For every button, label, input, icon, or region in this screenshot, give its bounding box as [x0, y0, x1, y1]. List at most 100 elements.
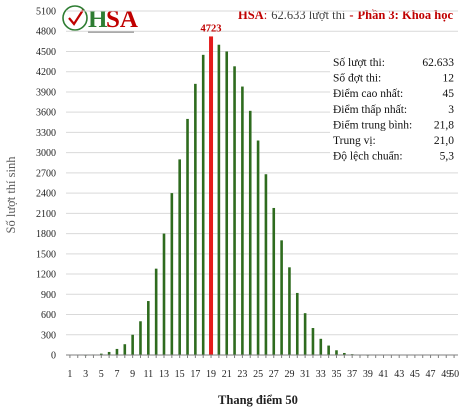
- y-tick-label: 0: [51, 351, 56, 362]
- bar: [335, 350, 338, 355]
- x-tick-label: 11: [143, 369, 153, 380]
- y-tick-label: 4800: [36, 27, 56, 38]
- x-tick-label: 19: [206, 369, 216, 380]
- stat-value: 12: [443, 73, 455, 85]
- x-tick-label: 45: [410, 369, 420, 380]
- stats-box: [330, 49, 458, 163]
- bar: [154, 268, 158, 355]
- bar: [178, 159, 181, 355]
- x-tick-label: 43: [394, 369, 404, 380]
- stat-label: Số đợt thi:: [333, 72, 381, 85]
- x-tick-label: 3: [83, 369, 88, 380]
- hsa-logo: H SA: [62, 5, 138, 33]
- stats-panel: Số lượt thi: 62.633 Số đợt thi: 12 Điểm cao …: [333, 56, 454, 163]
- x-tick-label: 27: [269, 369, 279, 380]
- logo-letters-sa: SA: [106, 6, 138, 33]
- x-tick-label: 17: [190, 369, 200, 380]
- bar: [139, 321, 142, 355]
- y-tick-label: 600: [41, 310, 56, 321]
- header-colon: :: [264, 8, 267, 22]
- y-tick-labels: 0 300 600 900 1200 1500 1800 2100 2400 2700 3000 33…: [36, 7, 56, 362]
- bar: [256, 140, 260, 355]
- stat-label: Điểm trung bình:: [333, 118, 412, 131]
- bar: [201, 54, 205, 356]
- y-tick-label: 2700: [36, 168, 56, 179]
- header-dash: -: [349, 8, 353, 22]
- x-tick-label: 21: [222, 369, 232, 380]
- stat-label: Điểm cao nhất:: [333, 87, 403, 100]
- header-section: Phần 3: Khoa học: [358, 8, 454, 22]
- bar: [343, 352, 346, 355]
- bar: [311, 328, 315, 355]
- logo-underline: [88, 31, 134, 33]
- stat-label: Độ lệch chuẩn:: [333, 150, 403, 163]
- y-tick-label: 1200: [36, 270, 56, 281]
- y-tick-label: 1500: [36, 249, 56, 260]
- y-tick-label: 3600: [36, 108, 56, 119]
- bar: [327, 345, 330, 355]
- header-brand: HSA: [238, 8, 264, 22]
- bar: [123, 344, 127, 355]
- x-tick-label: 1: [67, 369, 72, 380]
- stat-value: 21,0: [434, 135, 454, 147]
- y-tick-label: 2100: [36, 209, 56, 220]
- x-tick-label: 39: [363, 369, 373, 380]
- bars: [84, 36, 370, 356]
- x-tick-label: 23: [237, 369, 247, 380]
- x-tick-labels: 1 3 5 7 9 11 13 15 17 19 21 23 25 27 29 31 33 35 37 39 41 43 4…: [67, 355, 459, 380]
- y-tick-label: 4200: [36, 67, 56, 78]
- x-tick-label: 29: [284, 369, 294, 380]
- stat-value: 3: [448, 104, 454, 116]
- bar: [99, 353, 103, 355]
- logo-emblem: [62, 5, 88, 31]
- x-tick-label: 33: [316, 369, 326, 380]
- peak-data-label: 4723: [201, 23, 222, 34]
- x-tick-label: 37: [347, 369, 357, 380]
- logo-check-mark: [68, 9, 84, 26]
- bar: [280, 240, 283, 355]
- y-tick-label: 3900: [36, 87, 56, 98]
- bar-peak: [209, 36, 214, 356]
- bar: [194, 83, 197, 355]
- x-tick-label: 13: [159, 369, 169, 380]
- stat-value: 21,8: [434, 119, 454, 131]
- stat-label: Số lượt thi:: [333, 56, 385, 69]
- bar: [303, 313, 307, 355]
- bar: [170, 193, 174, 355]
- stat-value: 5,3: [440, 151, 455, 163]
- header-title: HSA: 62.633 lượt thi - Phần 3: Khoa học: [238, 8, 453, 22]
- y-tick-label: 5100: [36, 7, 56, 18]
- bar: [233, 66, 236, 355]
- y-tick-label: 1800: [36, 229, 56, 240]
- x-tick-label: 31: [300, 369, 310, 380]
- y-tick-label: 300: [41, 330, 56, 341]
- y-tick-label: 900: [41, 290, 56, 301]
- stat-value: 62.633: [422, 57, 454, 69]
- y-tick-label: 2400: [36, 189, 56, 200]
- bar: [319, 338, 323, 355]
- bar: [131, 334, 134, 355]
- bar: [115, 348, 119, 355]
- x-tick-label: 5: [99, 369, 104, 380]
- bar: [225, 51, 229, 355]
- stat-label: Trung vị:: [333, 135, 376, 147]
- bar: [147, 301, 150, 355]
- bar: [107, 351, 111, 355]
- x-axis-label: Thang điểm 50: [218, 393, 298, 407]
- x-tick-label: 9: [130, 369, 135, 380]
- bar: [295, 292, 299, 355]
- x-tick-label: 25: [253, 369, 263, 380]
- bar: [162, 233, 166, 355]
- y-tick-label: 4500: [36, 47, 56, 58]
- x-tick-label: 50: [449, 369, 459, 380]
- y-axis-label: Số lượt thí sinh: [4, 156, 18, 234]
- x-tick-label: 7: [114, 369, 119, 380]
- bar: [248, 110, 252, 355]
- x-tick-label: 49: [441, 369, 451, 380]
- bar: [241, 86, 244, 356]
- y-tick-label: 3000: [36, 148, 56, 159]
- y-tick-label: 3300: [36, 128, 56, 139]
- stat-value: 45: [443, 88, 455, 100]
- x-tick-label: 35: [331, 369, 341, 380]
